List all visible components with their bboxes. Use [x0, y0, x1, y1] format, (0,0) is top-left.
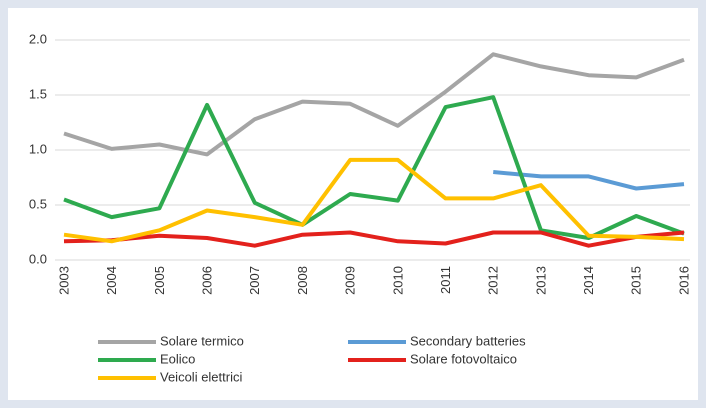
legend-label: Solare fotovoltaico: [410, 351, 517, 366]
y-tick-label: 2.0: [29, 31, 47, 46]
x-tick-label: 2016: [676, 266, 691, 295]
x-tick-label: 2005: [152, 266, 167, 295]
y-tick-label: 1.5: [29, 86, 47, 101]
series-line: [493, 170, 685, 191]
x-tick-label: 2012: [486, 266, 501, 295]
legend-label: Secondary batteries: [410, 333, 526, 348]
x-tick-label: 2007: [247, 266, 262, 295]
x-tick-label: 2010: [390, 266, 405, 295]
series-line: [63, 157, 685, 244]
legend-label: Veicoli elettrici: [160, 369, 242, 384]
x-tick-label: 2013: [533, 266, 548, 295]
legend-label: Eolico: [160, 351, 195, 366]
x-tick-label: 2003: [56, 266, 71, 295]
x-tick-label: 2015: [629, 266, 644, 295]
y-tick-label: 1.0: [29, 141, 47, 156]
y-tick-label: 0.0: [29, 251, 47, 266]
series-line: [63, 230, 685, 248]
x-tick-label: 2008: [295, 266, 310, 295]
x-tick-label: 2009: [343, 266, 358, 295]
legend-label: Solare termico: [160, 333, 244, 348]
x-tick-label: 2006: [200, 266, 215, 295]
x-tick-label: 2014: [581, 266, 596, 295]
y-tick-label: 0.5: [29, 196, 47, 211]
x-tick-label: 2004: [104, 266, 119, 295]
series-line: [63, 95, 685, 240]
x-tick-label: 2011: [438, 266, 453, 294]
series-line: [63, 52, 685, 157]
